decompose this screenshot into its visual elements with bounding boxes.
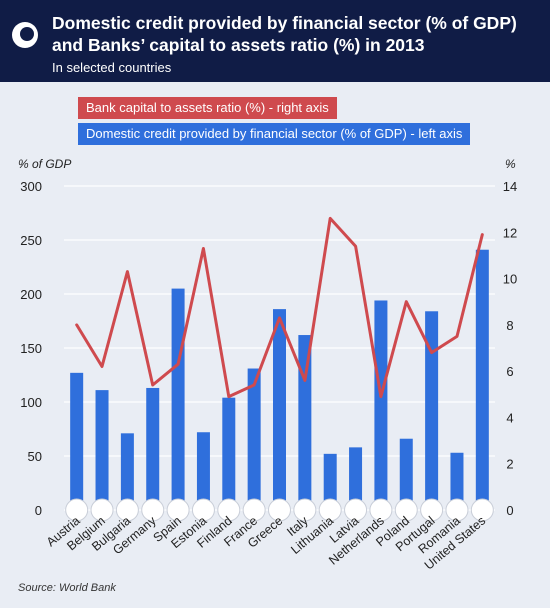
- right-axis-unit: %: [505, 157, 516, 171]
- country-flag-icon: [420, 498, 444, 522]
- country-flag-icon: [217, 498, 241, 522]
- country-flag-icon: [369, 498, 393, 522]
- country-flag-icon: [141, 498, 165, 522]
- bar: [273, 309, 286, 510]
- chart-title: Domestic credit provided by financial se…: [52, 13, 517, 55]
- country-flag-icon: [166, 498, 190, 522]
- left-tick-label: 150: [20, 341, 42, 356]
- bar: [70, 372, 84, 510]
- left-tick-label: 50: [28, 449, 42, 464]
- bar: [146, 387, 160, 510]
- right-tick-label: 2: [506, 457, 513, 472]
- capital-ratio-line: [75, 216, 484, 399]
- country-flag-icon: [65, 498, 89, 522]
- bar: [349, 447, 363, 510]
- country-flag-icon: [90, 498, 114, 522]
- bar: [120, 433, 134, 510]
- country-flag-icon: [242, 498, 266, 522]
- country-flag-icon: [394, 498, 418, 522]
- bar: [222, 397, 236, 510]
- bar: [323, 453, 337, 510]
- bar: [374, 300, 388, 510]
- right-tick-label: 6: [506, 364, 513, 379]
- left-tick-label: 300: [20, 179, 42, 194]
- bar: [425, 311, 439, 510]
- bar: [475, 249, 489, 510]
- right-tick-label: 4: [506, 410, 513, 425]
- bar: [450, 452, 464, 510]
- right-tick-label: 0: [506, 503, 513, 518]
- country-flag-icon: [268, 498, 291, 522]
- country-flag-icon: [115, 498, 139, 522]
- country-flag-icon: [344, 498, 368, 522]
- country-flag-icon: [191, 498, 215, 522]
- left-axis-unit: % of GDP: [18, 157, 72, 171]
- country-flag-icon: [445, 498, 469, 522]
- right-tick-label: 12: [503, 225, 517, 240]
- chart-subtitle: In selected countries: [52, 60, 172, 75]
- bar: [171, 288, 185, 510]
- header-banner: Domestic credit provided by financial se…: [0, 0, 550, 82]
- left-tick-label: 100: [20, 395, 42, 410]
- left-tick-label: 250: [20, 233, 42, 248]
- bar: [247, 368, 261, 510]
- logo-icon: [12, 22, 38, 48]
- country-flag-icon: [318, 498, 342, 522]
- bar: [95, 390, 109, 510]
- right-tick-label: 14: [503, 179, 517, 194]
- country-flag-icon: [470, 498, 494, 522]
- bar: [399, 438, 413, 510]
- source-note: Source: World Bank: [18, 582, 116, 594]
- right-tick-label: 10: [503, 272, 517, 287]
- legend-bar-series: Domestic credit provided by financial se…: [78, 123, 471, 145]
- right-tick-label: 8: [506, 318, 513, 333]
- bar: [196, 432, 210, 510]
- left-tick-label: 0: [35, 503, 42, 518]
- country-flag-icon: [293, 498, 317, 522]
- legend-line-series: Bank capital to assets ratio (%) - right…: [78, 97, 337, 119]
- bar: [298, 335, 312, 510]
- left-tick-label: 200: [20, 287, 42, 302]
